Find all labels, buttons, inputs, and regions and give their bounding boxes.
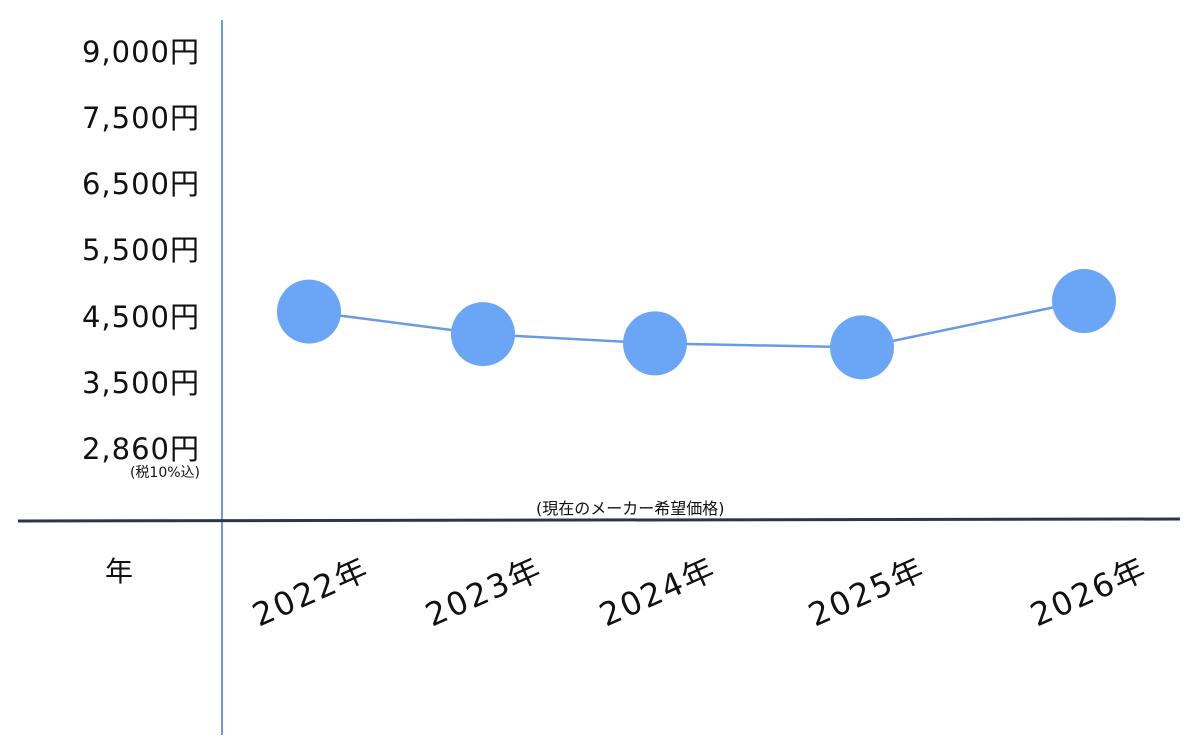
y-tick-label: 2,860円 (81, 432, 200, 466)
y-tick-label: 4,500円 (81, 299, 200, 334)
series-line (308, 299, 1085, 349)
y-tick-label: 9,000円 (81, 34, 200, 69)
data-point (1052, 269, 1116, 334)
data-point (277, 279, 341, 344)
y-tick-label: 7,500円 (81, 101, 200, 135)
data-point (451, 302, 515, 367)
y-tick-label: 3,500円 (81, 365, 200, 400)
tax-note: (税10%込) (129, 465, 200, 481)
x-axis-label: 年 (105, 555, 134, 588)
x-axis-line (17, 517, 1181, 523)
y-tick-label: 6,500円 (81, 167, 200, 202)
y-tick-label: 5,500円 (81, 233, 200, 268)
annotation: (現在のメーカー希望価格) (536, 499, 725, 518)
data-point (623, 311, 687, 376)
data-point (830, 315, 894, 380)
